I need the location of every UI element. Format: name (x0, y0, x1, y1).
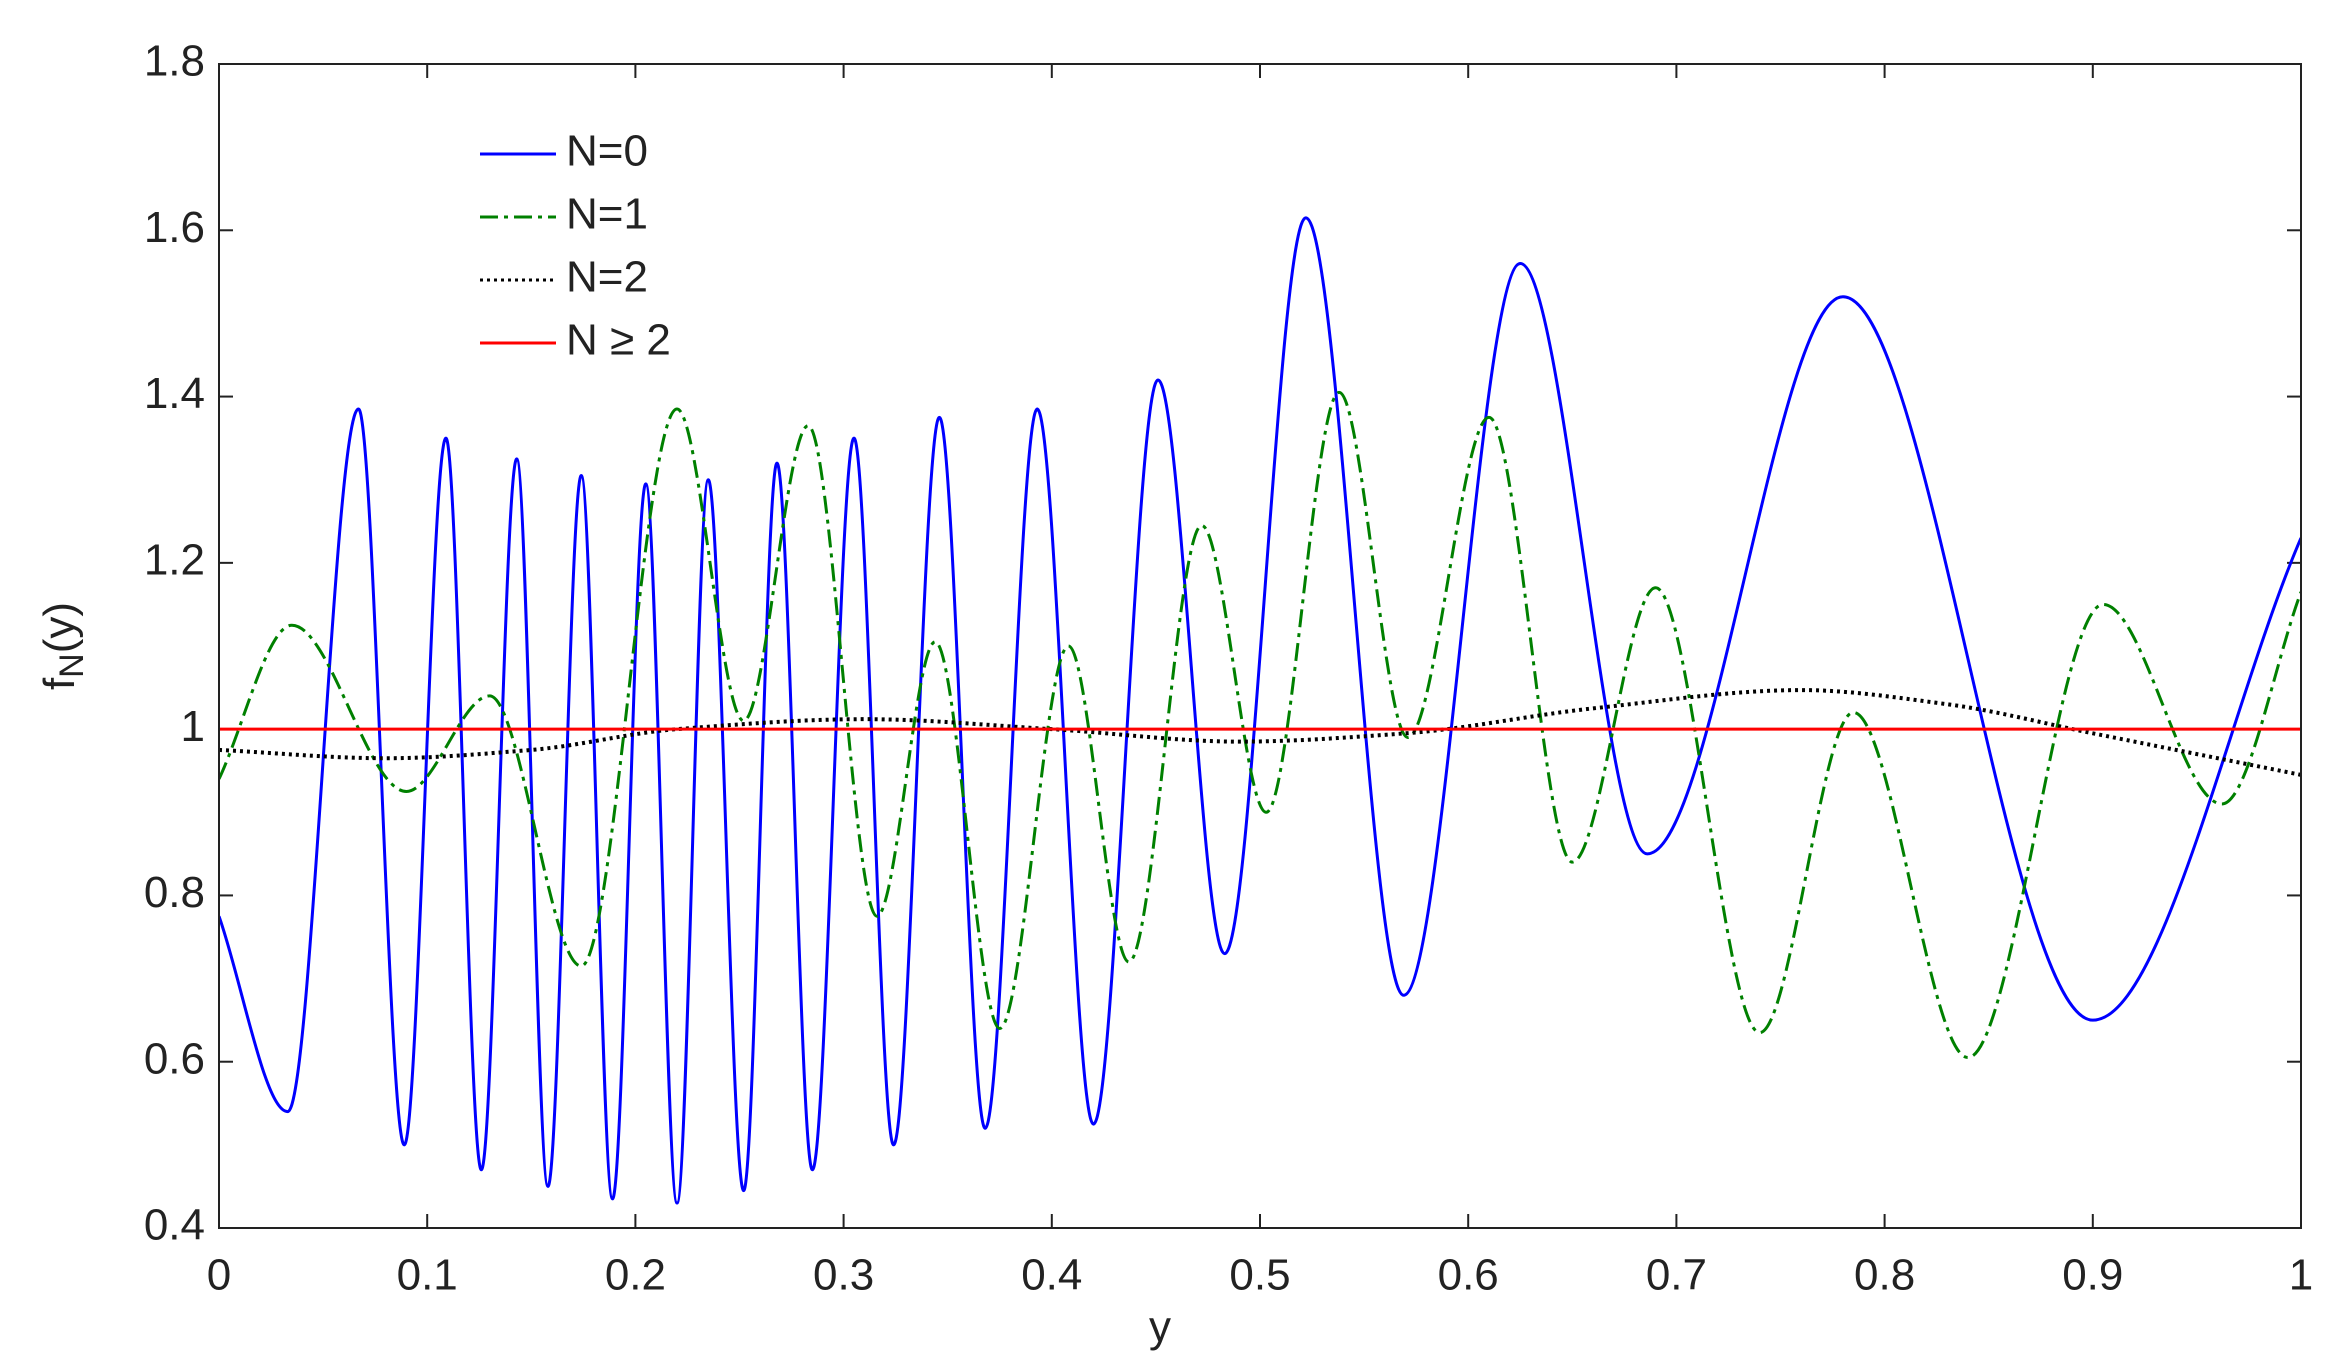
y-axis-label: fN(y) (35, 602, 91, 690)
x-tick-label: 0.4 (1021, 1251, 1082, 1300)
x-tick-label: 0.1 (397, 1251, 458, 1300)
line-series (219, 688, 2301, 777)
x-tick-label: 0.3 (813, 1251, 874, 1300)
line-series (219, 390, 2301, 1060)
y-tick-label: 1.2 (144, 535, 205, 584)
x-tick-label: 0.2 (605, 1251, 666, 1300)
x-tick-label: 0.5 (1229, 1251, 1290, 1300)
x-tick-label: 0.8 (1854, 1251, 1915, 1300)
y-tick-label: 0.4 (144, 1201, 205, 1250)
line-series (219, 216, 2301, 1205)
y-tick-label: 1.8 (144, 37, 205, 86)
x-tick-label: 0.6 (1438, 1251, 1499, 1300)
legend-label: N=2 (566, 253, 648, 302)
y-tick-label: 0.8 (144, 868, 205, 917)
x-tick-label: 1 (2289, 1251, 2313, 1300)
y-tick-label: 0.6 (144, 1034, 205, 1083)
legend-label: N ≥ 2 (566, 316, 671, 365)
y-tick-label: 1.6 (144, 203, 205, 252)
x-tick-label: 0.7 (1646, 1251, 1707, 1300)
legend-label: N=0 (566, 127, 648, 176)
x-axis-label: y (1149, 1303, 1171, 1352)
plot-frame (218, 63, 2302, 1229)
x-tick-label: 0 (207, 1251, 231, 1300)
legend-label: N=1 (566, 190, 648, 239)
y-tick-label: 1.4 (144, 369, 205, 418)
y-tick-label: 1 (181, 702, 205, 751)
x-tick-label: 0.9 (2062, 1251, 2123, 1300)
